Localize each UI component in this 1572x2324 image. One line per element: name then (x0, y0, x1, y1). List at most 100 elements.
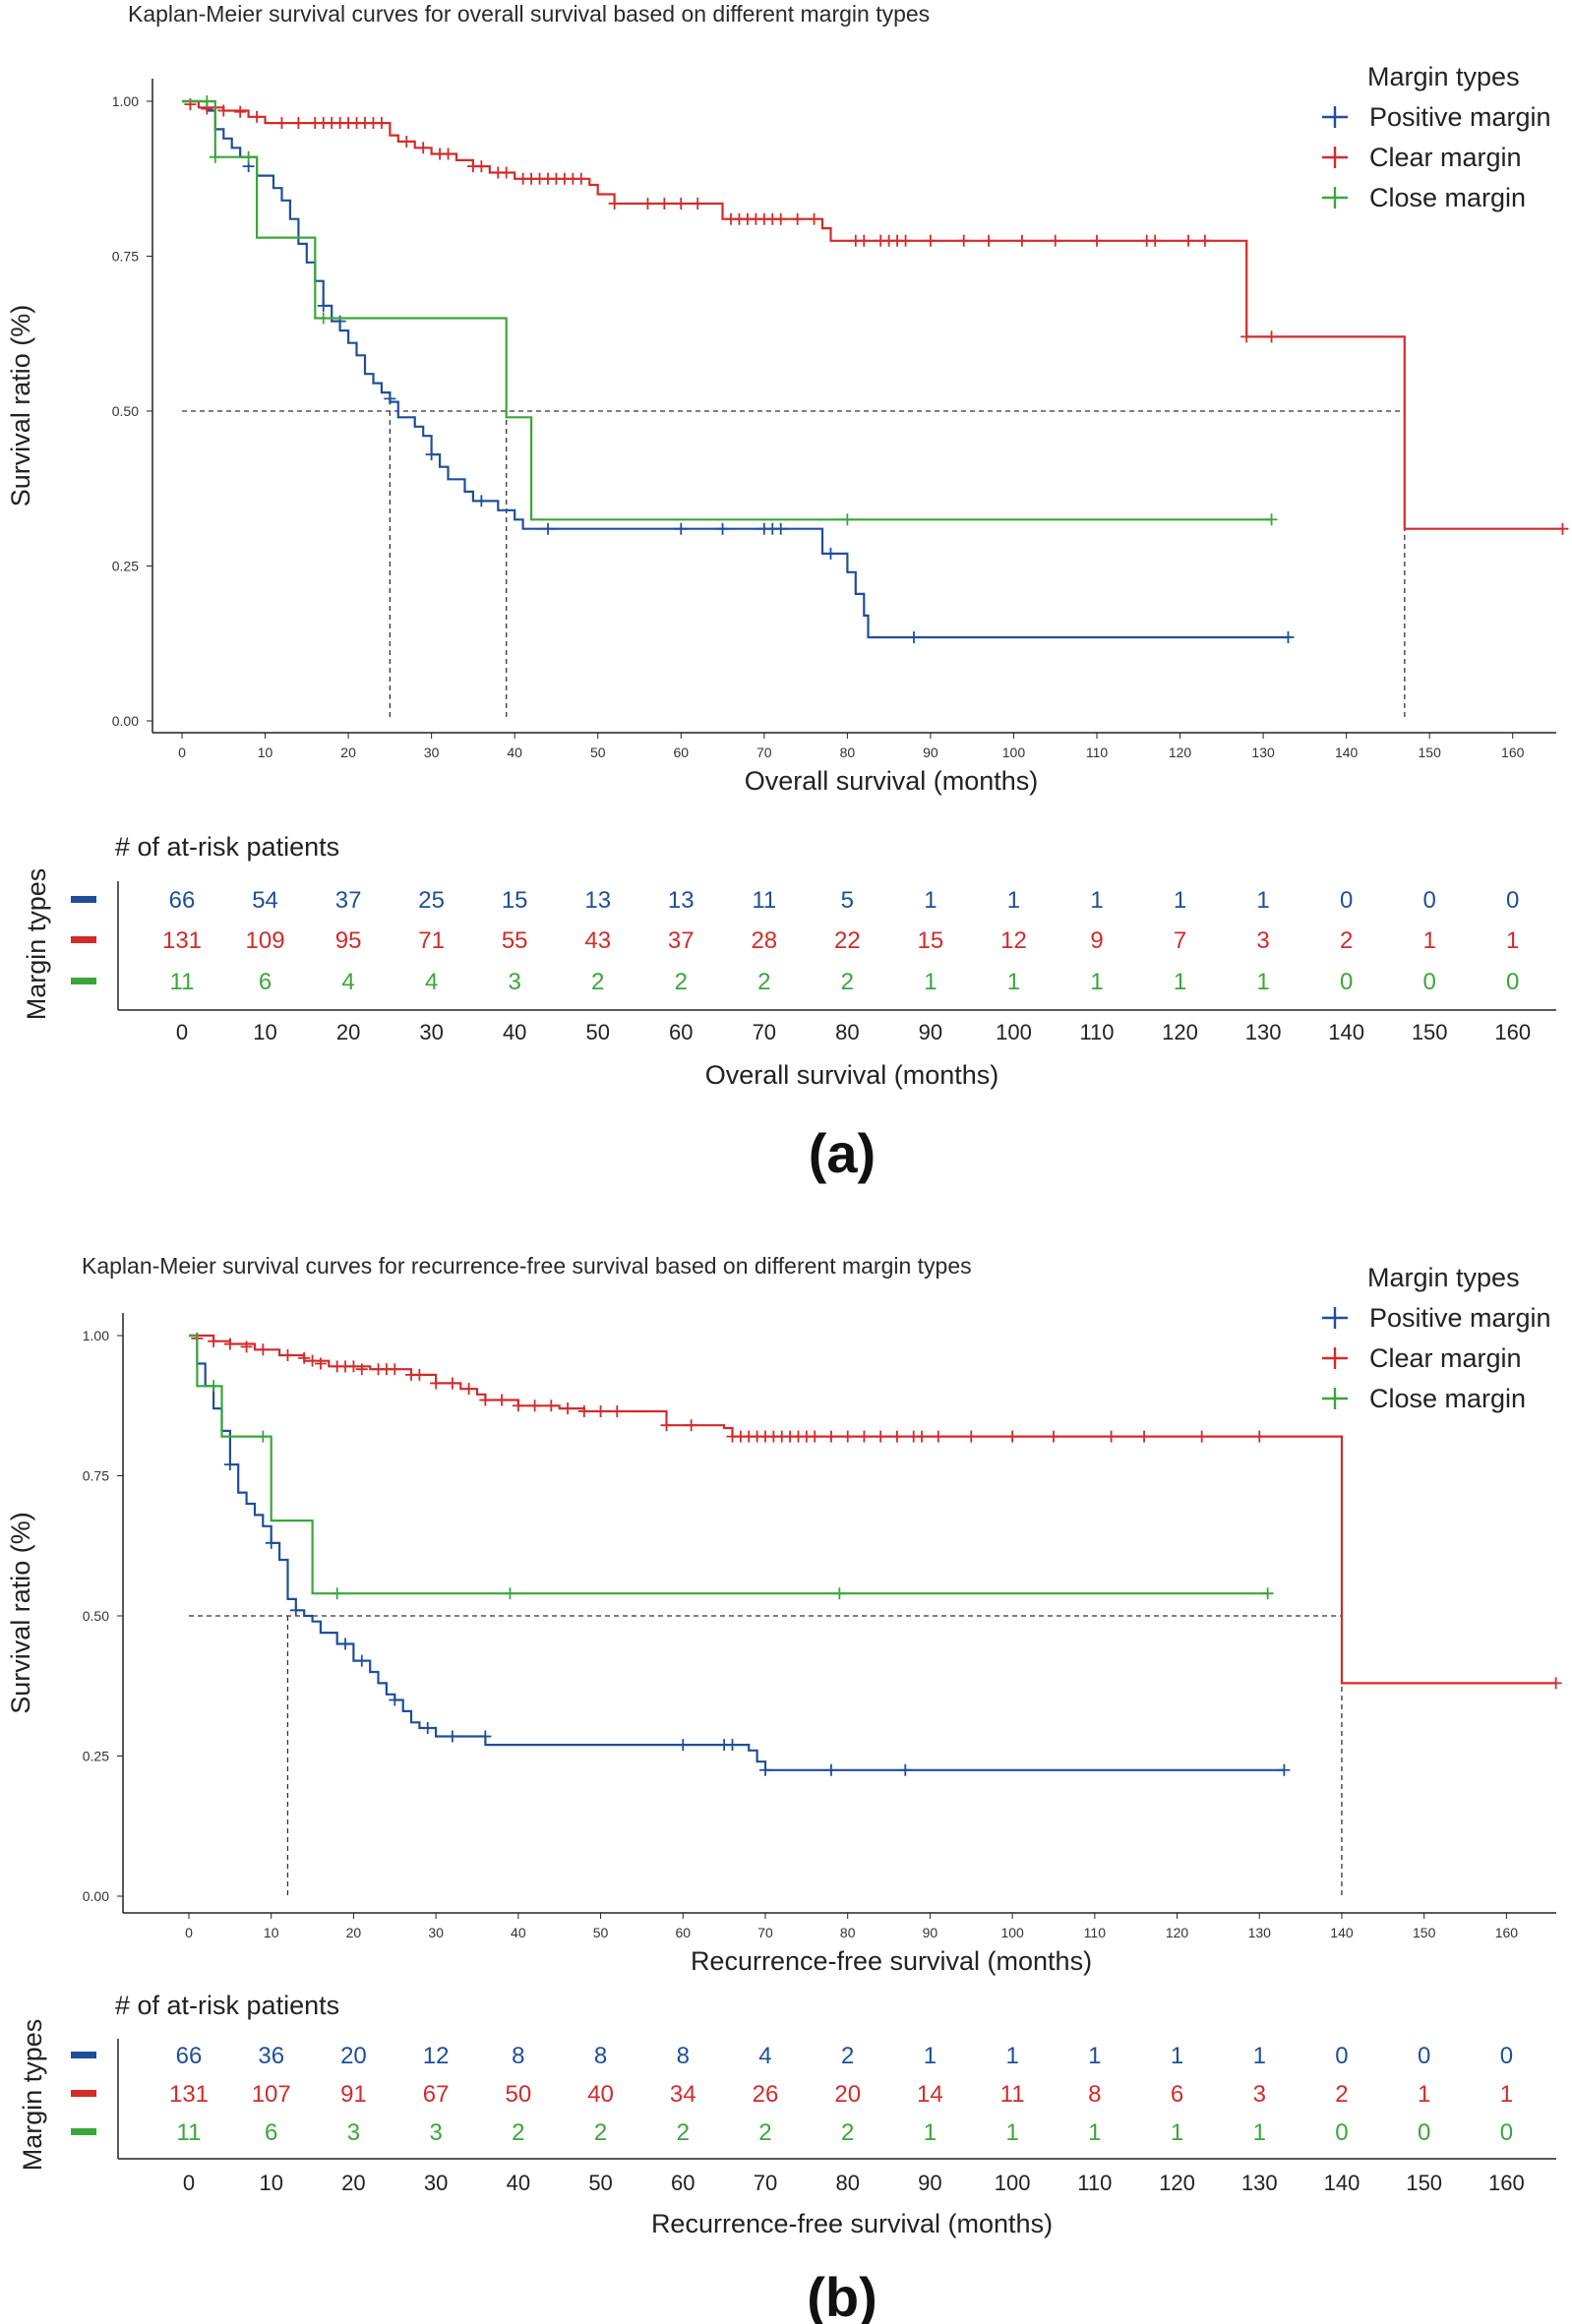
risk-count: 0 (1500, 2043, 1513, 2069)
risk-table-tick-label: 140 (1328, 1020, 1364, 1044)
censor-mark (965, 1430, 978, 1443)
censor-mark (574, 172, 587, 185)
risk-count: 1 (1090, 969, 1103, 995)
censor-mark (824, 1763, 837, 1776)
censor-mark (512, 1400, 524, 1412)
risk-row-key (71, 2052, 96, 2058)
censor-mark (339, 1638, 352, 1650)
censor-mark (899, 234, 912, 247)
censor-mark (331, 1587, 343, 1600)
x-axis-label: Overall survival (months) (745, 766, 1039, 796)
risk-count: 0 (1500, 2119, 1513, 2146)
censor-mark (355, 1363, 368, 1376)
censor-mark (389, 1363, 401, 1376)
risk-count: 1 (1088, 2043, 1101, 2069)
x-tick-label: 130 (1251, 745, 1275, 760)
x-tick-label: 140 (1330, 1925, 1354, 1940)
risk-count: 15 (502, 887, 528, 914)
risk-table-tick-label: 70 (753, 1020, 776, 1044)
risk-count: 40 (587, 2081, 614, 2108)
risk-table-tick-label: 10 (253, 1020, 276, 1044)
risk-table-tick-label: 0 (183, 2171, 195, 2195)
censor-mark (347, 1360, 360, 1373)
risk-table-tick-label: 70 (754, 2171, 777, 2195)
legend-key (1322, 106, 1348, 128)
x-tick-label: 0 (185, 1925, 193, 1940)
risk-count: 4 (341, 969, 354, 995)
risk-count: 2 (1340, 927, 1353, 954)
censor-mark (317, 299, 330, 312)
y-tick-label: 0.00 (112, 713, 139, 729)
risk-count: 2 (841, 969, 854, 995)
censor-mark (675, 197, 688, 209)
risk-table-tick-label: 30 (424, 2171, 448, 2195)
censor-mark (400, 135, 413, 148)
risk-table-tick-label: 140 (1324, 2171, 1360, 2195)
censor-mark (1182, 234, 1194, 247)
censor-mark (446, 1377, 458, 1390)
series-line (189, 1334, 1268, 1595)
risk-table-tick-label: 120 (1162, 1020, 1198, 1044)
risk-count: 0 (1423, 887, 1436, 914)
censor-mark (983, 234, 996, 247)
legend-key (1322, 1388, 1348, 1409)
censor-mark (275, 117, 288, 130)
risk-count: 71 (418, 927, 445, 954)
censor-mark (594, 1404, 607, 1417)
censor-mark (292, 117, 305, 130)
risk-count: 50 (505, 2081, 531, 2108)
censor-mark (314, 1357, 327, 1370)
risk-count: 2 (677, 2119, 690, 2146)
chart-title: Kaplan-Meier survival curves for recurre… (82, 1253, 972, 1279)
risk-table-tick-label: 90 (919, 1020, 942, 1044)
x-axis-label: Recurrence-free survival (months) (691, 1946, 1092, 1976)
legend-key (1322, 1307, 1348, 1329)
censor-mark (692, 197, 704, 209)
censor-mark (858, 234, 871, 247)
censor-mark (1015, 234, 1028, 247)
censor-mark (1149, 234, 1162, 247)
risk-count: 0 (1335, 2119, 1348, 2146)
censor-mark (608, 197, 621, 209)
risk-count: 1 (924, 969, 937, 995)
x-tick-label: 130 (1248, 1925, 1272, 1940)
risk-table-tick-label: 10 (259, 2171, 282, 2195)
risk-count: 1 (1418, 2081, 1430, 2108)
series-line (182, 99, 1289, 639)
risk-count: 2 (758, 2119, 771, 2146)
risk-row-key (71, 978, 96, 984)
risk-count: 20 (340, 2043, 367, 2069)
risk-count: 37 (335, 887, 362, 914)
legend-entry: Close margin (1369, 183, 1526, 212)
censor-mark (716, 522, 729, 535)
x-tick-label: 20 (340, 745, 356, 760)
risk-count: 3 (509, 969, 521, 995)
risk-table-y-label: Margin types (22, 868, 51, 1021)
risk-count: 20 (834, 2081, 861, 2108)
risk-count: 11 (1000, 2081, 1025, 2108)
risk-count: 12 (1000, 927, 1027, 954)
censor-mark (1047, 1430, 1059, 1443)
legend-title: Margin types (1367, 62, 1520, 91)
x-tick-label: 110 (1086, 745, 1109, 760)
x-tick-label: 30 (424, 745, 440, 760)
risk-table-tick-label: 130 (1245, 1020, 1282, 1044)
risk-table-tick-label: 60 (669, 1020, 693, 1044)
censor-mark (932, 1430, 944, 1443)
censor-mark (475, 495, 488, 507)
risk-table-tick-label: 20 (336, 1020, 360, 1044)
risk-count: 1 (1007, 887, 1020, 914)
risk-table-tick-label: 100 (995, 2171, 1031, 2195)
censor-mark (430, 1377, 443, 1390)
legend-title: Margin types (1367, 1263, 1520, 1292)
series-line (189, 1334, 1285, 1771)
risk-count: 4 (758, 2043, 771, 2069)
x-tick-label: 150 (1419, 745, 1442, 760)
censor-mark (298, 1351, 311, 1364)
risk-count: 8 (594, 2043, 607, 2069)
censor-mark (677, 1739, 690, 1752)
censor-mark (824, 547, 837, 560)
panel-label: (a) (809, 1122, 876, 1184)
censor-mark (496, 1394, 509, 1406)
risk-count: 1 (1005, 2119, 1018, 2146)
